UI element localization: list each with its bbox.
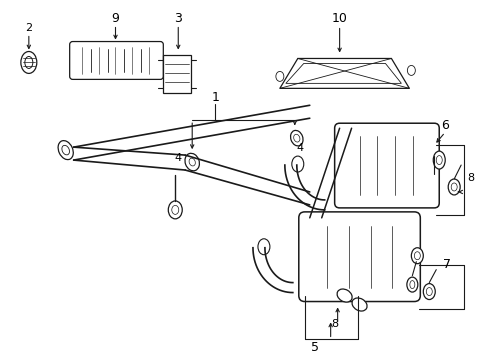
Ellipse shape — [21, 51, 37, 73]
FancyBboxPatch shape — [69, 41, 163, 80]
Ellipse shape — [275, 71, 283, 81]
Ellipse shape — [410, 248, 423, 264]
Ellipse shape — [407, 66, 414, 75]
Text: 10: 10 — [331, 12, 347, 25]
Text: 4: 4 — [296, 143, 303, 153]
FancyBboxPatch shape — [334, 123, 438, 208]
Ellipse shape — [450, 183, 456, 191]
Ellipse shape — [336, 289, 351, 302]
Text: 6: 6 — [440, 119, 448, 132]
Ellipse shape — [293, 134, 299, 142]
Ellipse shape — [58, 141, 73, 159]
Ellipse shape — [351, 298, 366, 311]
Text: 4: 4 — [174, 153, 182, 163]
Ellipse shape — [423, 284, 434, 300]
FancyBboxPatch shape — [298, 212, 420, 302]
Text: 9: 9 — [111, 12, 119, 25]
Ellipse shape — [171, 206, 179, 214]
Ellipse shape — [447, 179, 459, 195]
Text: 1: 1 — [211, 91, 219, 104]
Ellipse shape — [291, 156, 303, 172]
Ellipse shape — [25, 57, 33, 68]
Ellipse shape — [435, 156, 441, 165]
Text: 8: 8 — [466, 173, 473, 183]
Ellipse shape — [189, 158, 195, 166]
Ellipse shape — [258, 239, 269, 255]
Ellipse shape — [413, 252, 420, 260]
Ellipse shape — [184, 153, 199, 171]
Text: 5: 5 — [310, 341, 318, 354]
Ellipse shape — [168, 201, 182, 219]
Ellipse shape — [426, 288, 431, 296]
Bar — [163, 55, 191, 93]
Text: 8: 8 — [330, 319, 338, 329]
Ellipse shape — [290, 130, 303, 146]
Ellipse shape — [409, 280, 414, 289]
Polygon shape — [279, 58, 408, 88]
Text: 3: 3 — [174, 12, 182, 25]
Ellipse shape — [62, 145, 69, 155]
Ellipse shape — [406, 277, 417, 292]
Text: 7: 7 — [442, 258, 450, 271]
Text: 2: 2 — [25, 23, 32, 33]
Ellipse shape — [432, 151, 444, 169]
